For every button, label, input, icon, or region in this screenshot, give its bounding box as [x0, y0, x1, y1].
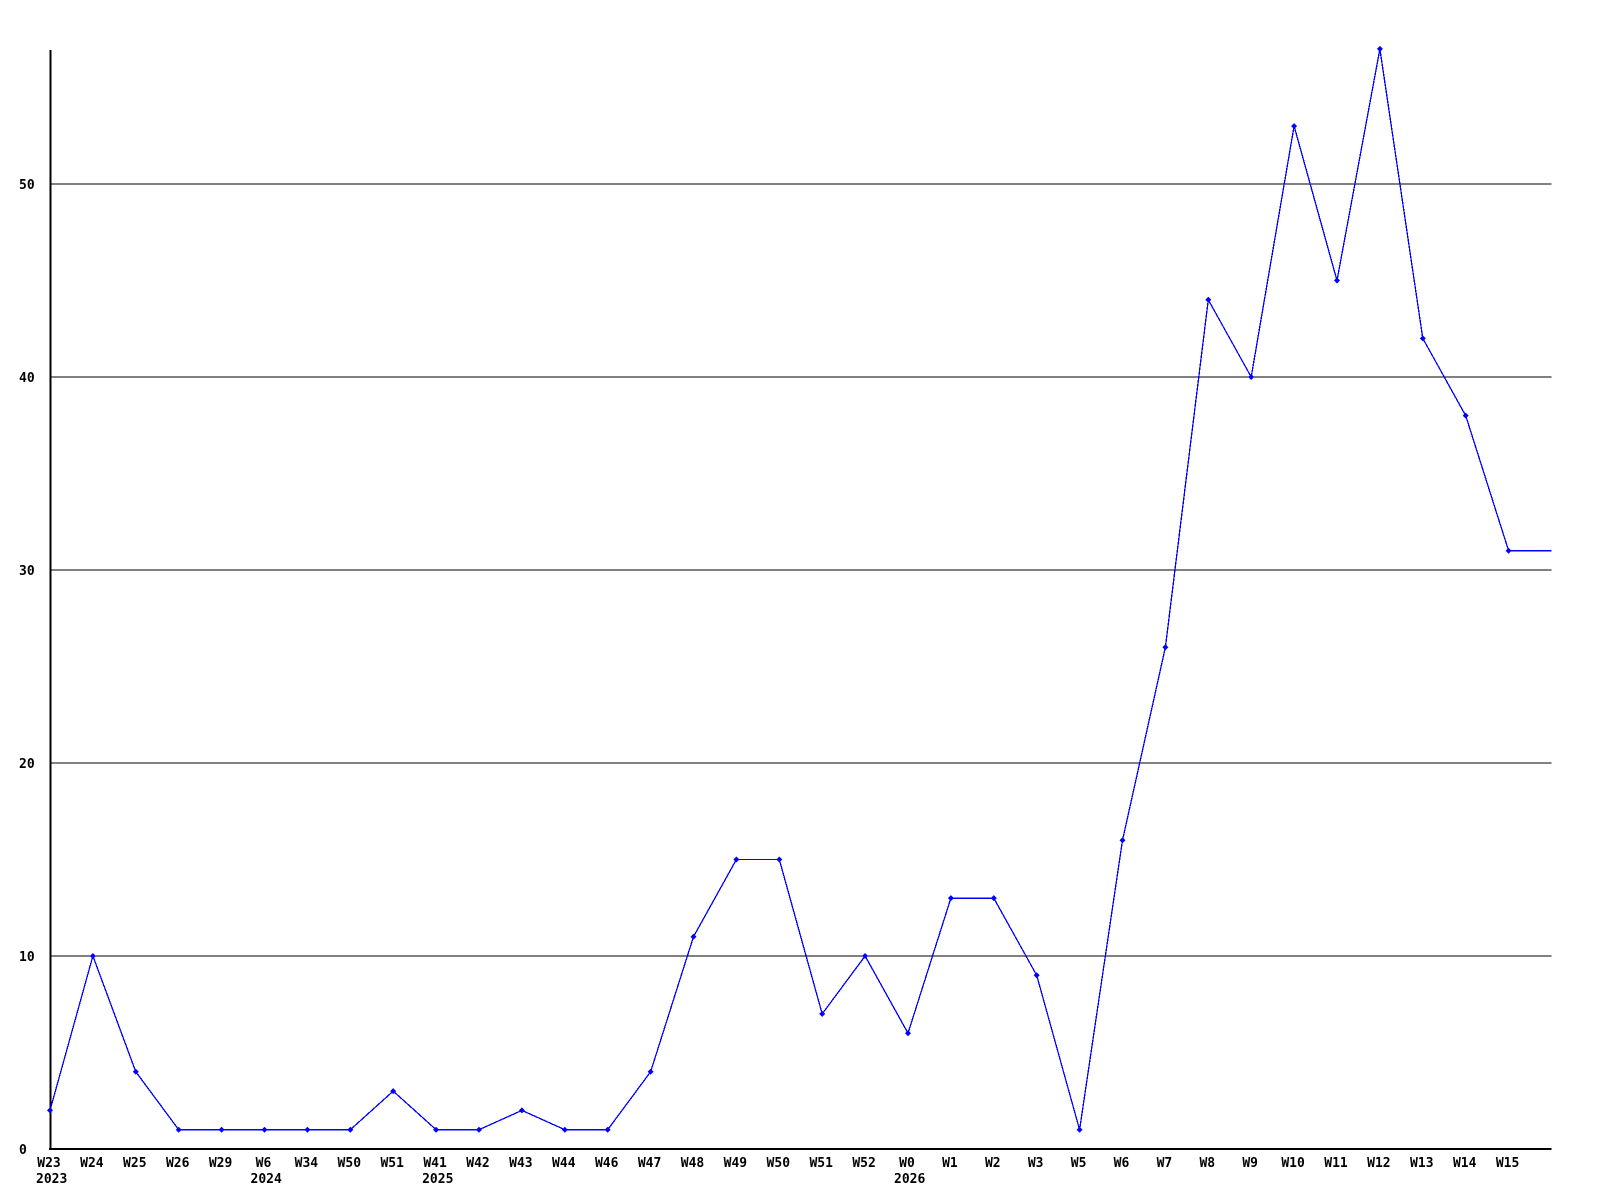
y-tick-label-20: 20: [19, 757, 35, 772]
x-tick-label-w34: W34: [295, 1156, 319, 1171]
data-point-marker: [347, 1126, 354, 1133]
x-tick-label-w6: W6: [1114, 1156, 1130, 1171]
x-tick-label-w42: W42: [466, 1156, 489, 1171]
year-label-2025: 2025: [422, 1172, 453, 1187]
x-tick-label-w11: W11: [1324, 1156, 1348, 1171]
data-point-marker: [175, 1126, 182, 1133]
data-point-marker: [1376, 45, 1383, 52]
x-tick-label-w51: W51: [809, 1156, 833, 1171]
year-label-2023: 2023: [36, 1172, 67, 1187]
x-tick-label-w49: W49: [724, 1156, 747, 1171]
y-tick-label-30: 30: [19, 564, 35, 579]
data-point-marker: [1248, 374, 1255, 380]
x-tick-label-w8: W8: [1199, 1156, 1215, 1171]
y-tick-label-10: 10: [19, 950, 35, 965]
x-tick-label-w15: W15: [1496, 1156, 1519, 1171]
data-markers-group: [47, 45, 1512, 1133]
x-tick-label-w13: W13: [1410, 1156, 1433, 1171]
year-labels-group: 2023 2024 2025 2026: [36, 1172, 925, 1187]
x-tick-label-w52: W52: [852, 1156, 875, 1171]
data-point-marker: [733, 856, 740, 863]
data-point-marker: [390, 1088, 397, 1095]
x-tick-label-w26: W26: [166, 1156, 190, 1171]
x-tick-label-w46: W46: [595, 1156, 619, 1171]
data-point-marker: [819, 1010, 826, 1017]
data-line-weekly-values: [49, 48, 1552, 1131]
data-point-marker: [1334, 277, 1340, 284]
data-point-marker: [1033, 972, 1040, 979]
x-tick-label-w2: W2: [985, 1156, 1001, 1171]
x-tick-label-w29: W29: [209, 1156, 232, 1171]
data-point-marker: [862, 953, 869, 959]
x-tick-label-w10: W10: [1281, 1156, 1305, 1171]
data-point-marker: [433, 1126, 440, 1133]
data-point-marker: [132, 1068, 139, 1075]
data-point-marker: [947, 895, 954, 902]
x-tick-label-w5: W5: [1071, 1156, 1087, 1171]
data-point-marker: [1119, 837, 1126, 844]
x-tick-label-w24: W24: [80, 1156, 104, 1171]
data-point-marker: [304, 1126, 311, 1133]
x-tick-label-w12: W12: [1367, 1156, 1390, 1171]
data-point-marker: [476, 1126, 482, 1133]
data-point-marker: [1419, 335, 1426, 342]
year-label-2026: 2026: [894, 1172, 925, 1187]
y-tick-labels-group: 0 10 20 30 40 50: [19, 178, 35, 1158]
data-series-group: [49, 48, 1552, 1131]
data-point-marker: [1162, 644, 1169, 651]
x-tick-label-w9: W9: [1242, 1156, 1258, 1171]
x-tick-label-w7: W7: [1157, 1156, 1173, 1171]
data-point-marker: [690, 933, 697, 940]
data-point-marker: [218, 1126, 225, 1133]
x-tick-label-w6: W6: [256, 1156, 272, 1171]
data-point-marker: [905, 1030, 911, 1037]
x-tick-label-w0: W0: [899, 1156, 915, 1171]
x-tick-label-w51: W51: [380, 1156, 404, 1171]
x-tick-label-w25: W25: [123, 1156, 146, 1171]
y-tick-label-40: 40: [19, 371, 35, 386]
data-point-marker: [1505, 547, 1512, 554]
x-tick-label-w50: W50: [338, 1156, 362, 1171]
x-tick-label-w48: W48: [681, 1156, 705, 1171]
x-tick-label-w41: W41: [423, 1156, 447, 1171]
x-tick-labels-group: W23 W24 W25 W26 W29 W6 W34 W50 W51 W41 W42 W43 W44 W4…: [37, 1156, 1519, 1171]
x-tick-label-w23: W23: [37, 1156, 60, 1171]
gridlines-group: [50, 183, 1552, 957]
data-point-marker: [647, 1068, 654, 1075]
x-tick-label-w50: W50: [767, 1156, 791, 1171]
data-point-marker: [1205, 296, 1212, 303]
data-point-marker: [604, 1126, 611, 1133]
x-tick-label-w1: W1: [942, 1156, 958, 1171]
data-point-marker: [518, 1107, 525, 1114]
data-point-marker: [1462, 412, 1469, 419]
data-point-marker: [776, 856, 783, 863]
data-point-marker: [89, 953, 96, 959]
data-point-marker: [561, 1126, 568, 1133]
data-point-marker: [47, 1107, 53, 1114]
x-tick-label-w43: W43: [509, 1156, 532, 1171]
data-point-marker: [261, 1126, 268, 1133]
x-tick-label-w44: W44: [552, 1156, 576, 1171]
data-point-marker: [990, 895, 997, 902]
y-tick-label-0: 0: [19, 1143, 27, 1158]
x-tick-label-w3: W3: [1028, 1156, 1044, 1171]
data-point-marker: [1291, 123, 1298, 130]
year-label-2024: 2024: [251, 1172, 282, 1187]
x-tick-label-w14: W14: [1453, 1156, 1477, 1171]
x-tick-label-w47: W47: [638, 1156, 661, 1171]
data-point-marker: [1076, 1126, 1083, 1133]
y-tick-label-50: 50: [19, 178, 35, 193]
axes-group: [49, 50, 1552, 1150]
